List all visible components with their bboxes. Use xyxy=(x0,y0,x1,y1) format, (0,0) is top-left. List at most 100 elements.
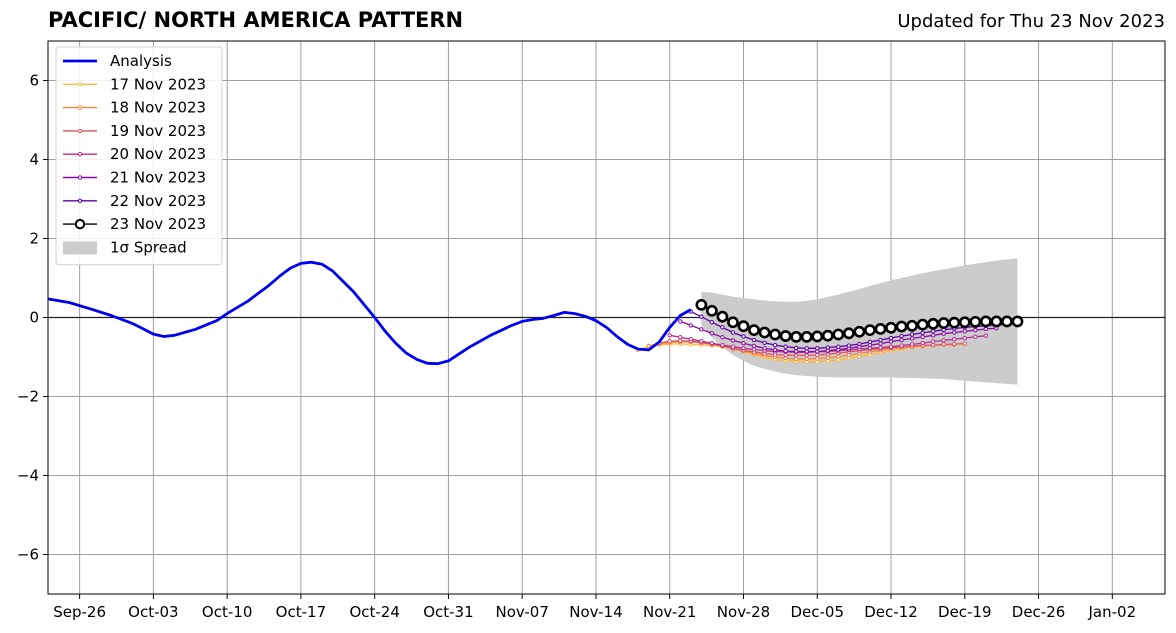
forecast-point xyxy=(973,327,978,333)
legend-entry: 18 Nov 2023 xyxy=(63,99,206,117)
legend-label: 19 Nov 2023 xyxy=(110,122,206,140)
forecast-point xyxy=(667,333,672,338)
forecast-point xyxy=(727,316,739,329)
legend-label: 22 Nov 2023 xyxy=(110,192,206,210)
x-tick-label: Nov-14 xyxy=(569,603,622,621)
forecast-point xyxy=(720,325,725,330)
legend-marker xyxy=(77,175,83,180)
x-tick-label: Oct-03 xyxy=(128,603,178,621)
forecast-point xyxy=(836,344,841,349)
spread-band-layer xyxy=(701,258,1018,385)
y-tick-label: 0 xyxy=(29,309,39,327)
forecast-point xyxy=(678,338,683,344)
forecast-point xyxy=(779,330,792,342)
y-tick-label: −6 xyxy=(17,546,39,564)
forecast-point xyxy=(1011,315,1024,328)
legend-entry: 1σ Spread xyxy=(63,238,187,256)
forecast-point xyxy=(709,340,715,346)
forecast-point xyxy=(920,330,925,336)
y-tick-label: 6 xyxy=(29,72,39,90)
forecast-point xyxy=(958,316,971,329)
forecast-point xyxy=(758,326,771,339)
legend-label: Analysis xyxy=(110,52,172,70)
legend-label: 20 Nov 2023 xyxy=(110,145,206,163)
legend-marker xyxy=(74,218,86,230)
forecast-point xyxy=(842,327,855,340)
forecast-point xyxy=(846,343,852,348)
forecast-point xyxy=(772,347,778,353)
legend-entry: 22 Nov 2023 xyxy=(63,192,206,210)
forecast-point xyxy=(909,342,915,347)
x-tick-label: Oct-24 xyxy=(349,603,399,621)
forecast-point xyxy=(909,336,915,341)
forecast-point xyxy=(983,333,989,338)
forecast-point xyxy=(874,323,887,335)
forecast-point xyxy=(678,319,683,324)
legend-entry: 23 Nov 2023 xyxy=(63,215,206,233)
legend-label: 18 Nov 2023 xyxy=(110,99,206,117)
forecast-point xyxy=(930,339,936,344)
forecast-point xyxy=(888,339,894,344)
forecast-point xyxy=(952,337,957,342)
forecast-point xyxy=(920,334,925,340)
legend-entry: Analysis xyxy=(63,52,172,70)
forecast-point xyxy=(962,329,967,334)
x-tick-label: Sep-26 xyxy=(53,603,106,621)
legend-entry: 20 Nov 2023 xyxy=(63,145,206,163)
analysis-line xyxy=(48,260,692,366)
forecast-point xyxy=(751,337,757,343)
legend-label: 21 Nov 2023 xyxy=(110,169,206,187)
legend-label: 1σ Spread xyxy=(110,238,187,256)
forecast-point xyxy=(1001,315,1013,328)
forecast-point xyxy=(899,337,904,343)
forecast-point xyxy=(751,347,757,352)
forecast-point xyxy=(748,324,760,337)
x-tick-label: Nov-07 xyxy=(496,603,549,621)
forecast-point xyxy=(737,320,750,333)
x-tick-label: Dec-05 xyxy=(790,603,844,621)
forecast-point xyxy=(888,335,894,341)
forecast-point xyxy=(730,330,736,335)
forecast-point xyxy=(695,298,708,311)
legend-entry: 17 Nov 2023 xyxy=(63,75,206,93)
x-tick-label: Jan-02 xyxy=(1087,603,1136,621)
plot-frame xyxy=(47,40,1166,595)
forecast-point xyxy=(853,325,866,338)
forecast-series-4 xyxy=(678,319,999,354)
legend-label: 23 Nov 2023 xyxy=(110,215,206,233)
forecast-point xyxy=(815,346,820,351)
forecast-point xyxy=(878,337,883,343)
forecast-point xyxy=(815,356,820,361)
forecast-point xyxy=(716,310,729,323)
forecast-point xyxy=(678,335,683,340)
forecast-point xyxy=(772,342,778,348)
legend-label: 17 Nov 2023 xyxy=(110,75,206,93)
forecast-point xyxy=(769,328,782,341)
forecast-point xyxy=(941,342,946,347)
x-tick-label: Nov-21 xyxy=(643,603,696,621)
axes: Sep-26 Oct-03 Oct-10 Oct-17 Oct-24 Oct-31 Nov-… xyxy=(17,40,1166,621)
forecast-point xyxy=(941,331,946,336)
forecast-point xyxy=(821,329,834,342)
legend-swatch xyxy=(63,241,97,255)
forecast-point xyxy=(836,354,841,359)
forecast-point xyxy=(979,315,992,328)
forecast-point xyxy=(811,330,824,343)
forecast-point xyxy=(646,343,651,349)
forecast-point xyxy=(927,317,940,330)
y-tick-label: −2 xyxy=(17,388,39,406)
analysis-series-layer xyxy=(48,260,692,366)
forecast-point xyxy=(952,341,957,347)
forecast-point xyxy=(888,344,894,349)
forecast-point xyxy=(804,356,809,362)
legend-box xyxy=(55,46,223,266)
forecast-point xyxy=(783,348,788,354)
forecast-point xyxy=(720,335,725,340)
forecast-point xyxy=(962,341,967,346)
spread-band xyxy=(701,258,1018,385)
forecast-point xyxy=(800,330,813,343)
legend-entry: 21 Nov 2023 xyxy=(63,169,206,187)
x-tick-label: Oct-17 xyxy=(276,603,326,621)
forecast-point xyxy=(730,344,736,349)
chart-subtitle: Updated for Thu 23 Nov 2023 xyxy=(897,11,1165,32)
